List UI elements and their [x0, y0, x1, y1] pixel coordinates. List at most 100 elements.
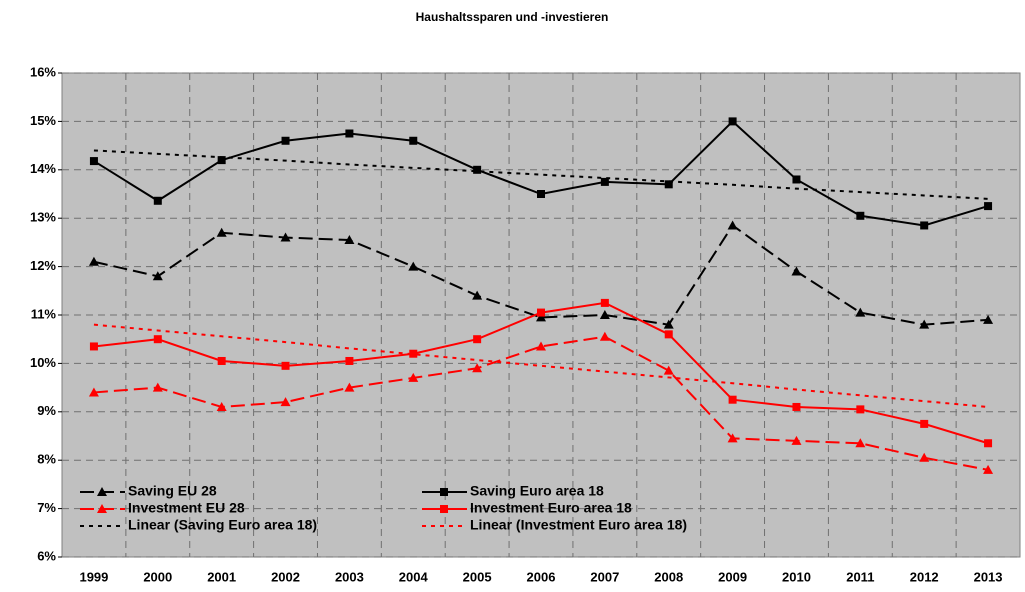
marker	[88, 387, 99, 397]
marker	[281, 361, 290, 370]
x-tick-label: 2011	[846, 569, 874, 584]
legend-label: Investment Euro area 18	[470, 500, 632, 516]
y-tick-label: 11%	[31, 306, 57, 321]
chart-title: Haushaltssparen und -investieren	[416, 10, 609, 24]
y-tick-label: 10%	[30, 355, 56, 370]
marker	[792, 175, 801, 184]
marker	[983, 314, 994, 324]
y-tick-label: 16%	[30, 64, 56, 79]
marker	[440, 505, 448, 513]
legend-label: Linear (Saving Euro area 18)	[128, 517, 317, 533]
marker	[791, 435, 802, 445]
marker	[727, 433, 738, 443]
y-tick-label: 13%	[30, 210, 56, 225]
marker	[600, 177, 609, 186]
series-line	[93, 224, 989, 326]
y-tick-label: 6%	[37, 548, 56, 563]
y-tick-label: 9%	[37, 403, 56, 418]
marker	[600, 298, 609, 307]
marker	[855, 438, 866, 448]
marker	[728, 395, 737, 404]
x-tick-label: 2012	[910, 569, 939, 584]
x-tick-label: 2010	[782, 569, 811, 584]
marker	[536, 341, 546, 351]
marker	[920, 419, 929, 428]
marker	[216, 401, 227, 411]
marker	[537, 308, 545, 317]
marker	[89, 342, 98, 351]
marker	[97, 504, 107, 513]
marker	[472, 290, 483, 300]
x-tick-label: 1999	[79, 569, 108, 584]
marker	[664, 180, 673, 189]
marker	[408, 261, 419, 271]
marker	[983, 464, 994, 474]
marker	[537, 190, 545, 198]
marker	[153, 335, 162, 344]
marker	[344, 382, 355, 392]
marker	[408, 372, 419, 382]
marker	[473, 335, 482, 344]
marker	[440, 488, 448, 496]
legend-label: Saving EU 28	[128, 483, 217, 499]
marker	[216, 227, 227, 237]
marker	[473, 165, 482, 174]
x-tick-label: 2007	[590, 569, 619, 584]
y-tick-label: 7%	[37, 500, 56, 515]
marker	[664, 330, 673, 339]
series-line	[93, 323, 989, 408]
marker	[217, 156, 226, 165]
marker	[984, 439, 993, 448]
series-line	[93, 335, 989, 471]
marker	[409, 136, 418, 145]
x-tick-label: 2003	[335, 569, 364, 584]
marker	[727, 220, 738, 230]
marker	[409, 349, 418, 358]
marker	[984, 202, 993, 211]
marker	[599, 310, 610, 319]
x-tick-label: 2008	[654, 569, 683, 584]
marker	[152, 382, 163, 392]
marker	[217, 356, 226, 365]
x-tick-label: 2002	[271, 569, 300, 584]
marker	[663, 365, 674, 375]
marker	[472, 363, 483, 373]
marker	[344, 234, 355, 244]
marker	[728, 117, 737, 126]
legend-label: Investment EU 28	[128, 500, 245, 516]
marker	[345, 129, 354, 138]
marker	[88, 256, 99, 266]
legend-label: Saving Euro area 18	[470, 483, 604, 499]
x-tick-label: 2001	[207, 569, 236, 584]
marker	[856, 405, 865, 414]
x-tick-label: 2006	[527, 569, 556, 584]
marker	[856, 211, 865, 220]
x-tick-label: 2009	[718, 569, 747, 584]
y-tick-label: 15%	[30, 113, 56, 128]
marker	[792, 402, 801, 411]
y-tick-label: 8%	[37, 452, 56, 467]
marker	[919, 319, 930, 329]
marker	[599, 331, 610, 341]
y-tick-label: 12%	[30, 258, 56, 273]
x-tick-label: 2013	[974, 569, 1003, 584]
marker	[97, 487, 107, 496]
marker	[920, 221, 929, 230]
marker	[791, 266, 802, 276]
marker	[89, 157, 98, 166]
marker	[919, 452, 930, 462]
x-tick-label: 2005	[463, 569, 492, 584]
marker	[280, 397, 291, 407]
x-tick-label: 2004	[399, 569, 429, 584]
marker	[663, 319, 674, 329]
marker	[152, 271, 163, 281]
marker	[280, 232, 291, 242]
marker	[345, 356, 354, 365]
legend-label: Linear (Investment Euro area 18)	[470, 517, 687, 533]
marker	[281, 136, 290, 145]
marker	[855, 307, 866, 317]
x-tick-label: 2000	[143, 569, 172, 584]
marker	[536, 312, 546, 322]
marker	[153, 196, 162, 205]
